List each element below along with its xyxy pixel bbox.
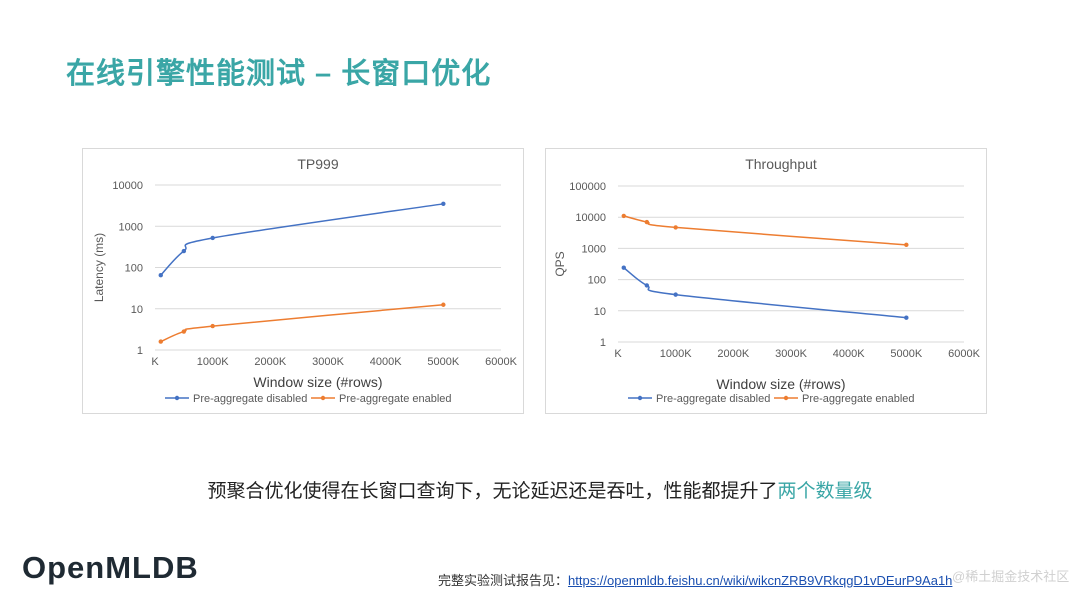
series-line-disabled (623, 267, 907, 319)
x-axis-label: Window size (#rows) (253, 374, 382, 390)
y-tick-label: 1 (600, 337, 606, 349)
slide-title: 在线引擎性能测试 – 长窗口优化 (66, 58, 492, 90)
data-point (673, 292, 678, 297)
legend-marker (637, 395, 643, 401)
x-tick-label: 2000K (717, 348, 749, 360)
x-tick-label: 4000K (370, 356, 402, 368)
report-link[interactable]: https://openmldb.feishu.cn/wiki/wikcnZRB… (568, 573, 953, 588)
data-point (621, 265, 626, 270)
latency-chart-panel: TP999 1 10 100 1000 10000 K 1000K 2000K 3000K 4000… (82, 148, 524, 414)
data-point (441, 302, 446, 307)
summary-text: 预聚合优化使得在长窗口查询下，无论延迟还是吞吐，性能都提升了两个数量级 (0, 476, 1080, 503)
report-line: 完整实验测试报告见：https://openmldb.feishu.cn/wik… (438, 570, 952, 589)
legend-label: Pre-aggregate disabled (193, 393, 307, 405)
chart-title: TP999 (297, 156, 338, 172)
data-point (644, 219, 650, 225)
data-point (210, 235, 215, 241)
y-axis-label: QPS (553, 251, 567, 276)
x-tick-label: 1000K (660, 348, 692, 360)
data-point (441, 201, 446, 207)
openmldb-logo: OpenMLDB (22, 550, 199, 586)
y-tick-label: 100000 (569, 181, 606, 193)
throughput-chart-panel: Throughput 1 10 100 1000 10000 100000 K 1000K 200… (545, 148, 987, 414)
data-point (181, 329, 187, 334)
report-label: 完整实验测试报告见： (438, 573, 569, 588)
data-point (904, 242, 909, 248)
series-line-enabled (623, 215, 907, 246)
x-tick-label: 5000K (427, 356, 459, 368)
y-axis-label: Latency (ms) (92, 233, 106, 302)
y-tick-label: 10000 (575, 212, 606, 224)
y-tick-label: 10000 (112, 180, 143, 192)
data-point (644, 283, 650, 288)
y-tick-label: 1000 (582, 243, 606, 255)
legend-marker (320, 395, 326, 401)
series-line-disabled (160, 203, 444, 276)
data-point (621, 213, 626, 219)
x-tick-label: 3000K (312, 356, 344, 368)
x-tick-label: 1000K (197, 356, 229, 368)
legend-label: Pre-aggregate enabled (339, 393, 452, 405)
legend-label: Pre-aggregate enabled (802, 393, 915, 405)
y-tick-label: 10 (131, 304, 143, 316)
data-point (158, 273, 163, 278)
x-tick-label: 3000K (775, 348, 807, 360)
series-line-enabled (160, 304, 444, 343)
y-tick-label: 1 (137, 345, 143, 357)
y-tick-label: 100 (588, 275, 606, 287)
x-tick-label: K (151, 356, 159, 368)
x-axis-label: Window size (#rows) (716, 376, 845, 392)
y-tick-label: 10 (594, 306, 606, 318)
data-point (673, 225, 678, 230)
logo-text: OpenMLDB (22, 550, 199, 585)
y-tick-label: 100 (125, 263, 143, 275)
data-point (181, 248, 187, 254)
legend-label: Pre-aggregate disabled (656, 393, 770, 405)
latency-chart: TP999 1 10 100 1000 10000 K 1000K 2000K 3000K 4000… (92, 156, 518, 405)
x-tick-label: 6000K (485, 356, 517, 368)
legend-marker (174, 395, 180, 401)
x-tick-label: 2000K (254, 356, 286, 368)
legend-marker (783, 395, 789, 401)
watermark: @稀土掘金技术社区 (952, 569, 1070, 584)
x-tick-label: 6000K (948, 348, 980, 360)
x-tick-label: 4000K (833, 348, 865, 360)
data-point (904, 315, 909, 320)
summary-main: 预聚合优化使得在长窗口查询下，无论延迟还是吞吐，性能都提升了 (207, 481, 778, 502)
data-point (158, 339, 163, 344)
data-point (210, 323, 215, 329)
x-tick-label: K (614, 348, 622, 360)
chart-title: Throughput (745, 156, 817, 172)
x-tick-label: 5000K (890, 348, 922, 360)
throughput-chart: Throughput 1 10 100 1000 10000 100000 K 1000K 200… (553, 156, 981, 405)
y-tick-label: 1000 (119, 221, 143, 233)
summary-highlight: 两个数量级 (777, 481, 873, 502)
